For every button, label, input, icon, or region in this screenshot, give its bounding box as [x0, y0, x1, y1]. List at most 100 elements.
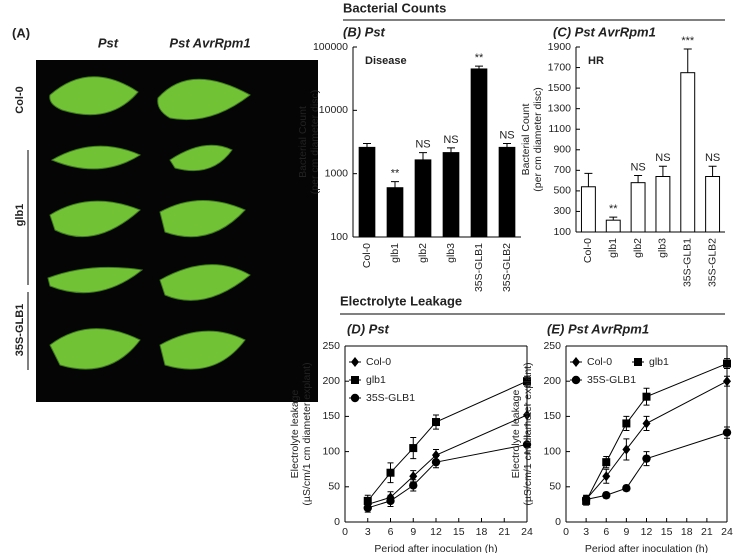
y-tick-label: 700 [553, 164, 571, 176]
x-tick-label: 18 [681, 526, 693, 538]
marker [409, 444, 418, 453]
y-axis-label: Electrolyte leakage [510, 389, 522, 478]
marker [622, 444, 631, 455]
y-tick-label: 10000 [319, 104, 348, 116]
x-tick-label: 3 [583, 526, 589, 538]
x-tick-label: 35S-GLB2 [501, 243, 513, 292]
bar [680, 72, 696, 233]
error-bar [447, 147, 455, 153]
significance: NS [415, 139, 430, 151]
legend-label: Col-0 [587, 356, 612, 368]
significance: ** [609, 203, 618, 215]
marker [723, 376, 731, 387]
marker [602, 471, 611, 482]
bar [580, 186, 596, 233]
marker [351, 376, 359, 384]
x-tick-label: 0 [342, 526, 348, 538]
chart-title: (D) Pst [347, 321, 390, 336]
panel-label: (A) [12, 25, 30, 40]
marker [431, 457, 441, 467]
marker [723, 359, 731, 368]
row-label: glb1 [14, 204, 26, 227]
bar [630, 182, 646, 233]
marker [722, 428, 732, 437]
x-tick-label: 6 [603, 526, 609, 538]
leaves [47, 76, 251, 370]
x-tick-label: 15 [453, 526, 465, 538]
significance: NS [443, 134, 458, 146]
x-tick-label: glb3 [445, 243, 457, 263]
bar [386, 187, 404, 238]
bar [442, 152, 460, 238]
error-bar [634, 174, 643, 183]
y-tick-label: 900 [553, 144, 571, 156]
marker [572, 357, 580, 367]
x-tick-label: 0 [563, 526, 569, 538]
marker [634, 358, 642, 366]
x-tick-label: 15 [661, 526, 673, 538]
panel-tag: Disease [365, 55, 407, 67]
y-tick-label: 100 [330, 231, 348, 243]
y-tick-label: 0 [334, 516, 340, 528]
marker [409, 481, 418, 490]
significance: ** [391, 167, 400, 179]
x-tick-label: glb1 [389, 243, 401, 263]
bar [414, 159, 432, 238]
y-axis-label: (per cm diameter disc) [532, 87, 544, 191]
y-axis-label: Bacterial Count [520, 104, 532, 176]
significance: NS [499, 129, 514, 141]
x-tick-label: glb2 [632, 238, 644, 258]
bar [358, 146, 376, 238]
marker [432, 418, 440, 427]
chart-title: (B) Pst [343, 24, 386, 39]
error-bar [683, 48, 692, 73]
error-bar [584, 172, 593, 187]
marker [386, 496, 395, 506]
x-tick-label: 12 [430, 526, 442, 538]
bar [605, 219, 621, 233]
y-tick-label: 100 [543, 445, 561, 457]
y-tick-label: 100 [322, 445, 340, 457]
series-line [585, 380, 728, 500]
x-tick-label: 21 [498, 526, 510, 538]
y-tick-label: 100000 [313, 41, 348, 53]
x-tick-label: 6 [388, 526, 394, 538]
marker [523, 377, 531, 386]
y-tick-label: 50 [549, 481, 561, 493]
marker [642, 418, 651, 429]
marker [602, 458, 611, 467]
x-tick-label: 24 [521, 526, 533, 538]
y-axis-label: (µS/cm/1 cm diameter explant) [301, 362, 313, 505]
marker [409, 471, 418, 482]
y-tick-label: 100 [553, 226, 571, 238]
marker [622, 484, 631, 493]
y-tick-label: 250 [322, 340, 340, 352]
marker [602, 491, 611, 500]
y-axis-label: (per cm diameter disc) [309, 90, 321, 194]
bar [655, 176, 671, 233]
bar [470, 68, 488, 238]
bar [705, 176, 721, 233]
legend-label: 35S-GLB1 [587, 374, 636, 386]
legend-label: 35S-GLB1 [366, 392, 415, 404]
x-tick-label: glb2 [417, 243, 429, 263]
y-tick-label: 1300 [548, 102, 572, 114]
y-tick-label: 1500 [548, 82, 572, 94]
x-tick-label: glb3 [657, 238, 669, 258]
x-tick-label: Col-0 [361, 243, 373, 268]
significance: NS [705, 152, 720, 164]
y-tick-label: 1700 [548, 61, 572, 73]
error-bar [708, 165, 717, 177]
x-tick-label: 24 [721, 526, 733, 538]
error-bar [609, 216, 618, 221]
x-tick-label: 35S-GLB2 [706, 238, 718, 287]
marker [363, 503, 372, 513]
error-bar [419, 152, 427, 160]
x-tick-label: Col-0 [582, 238, 594, 263]
y-tick-label: 1000 [325, 167, 349, 179]
marker [642, 392, 651, 401]
marker [351, 357, 359, 367]
column-label: Pst AvrRpm1 [169, 35, 250, 50]
y-tick-label: 1100 [548, 123, 571, 135]
